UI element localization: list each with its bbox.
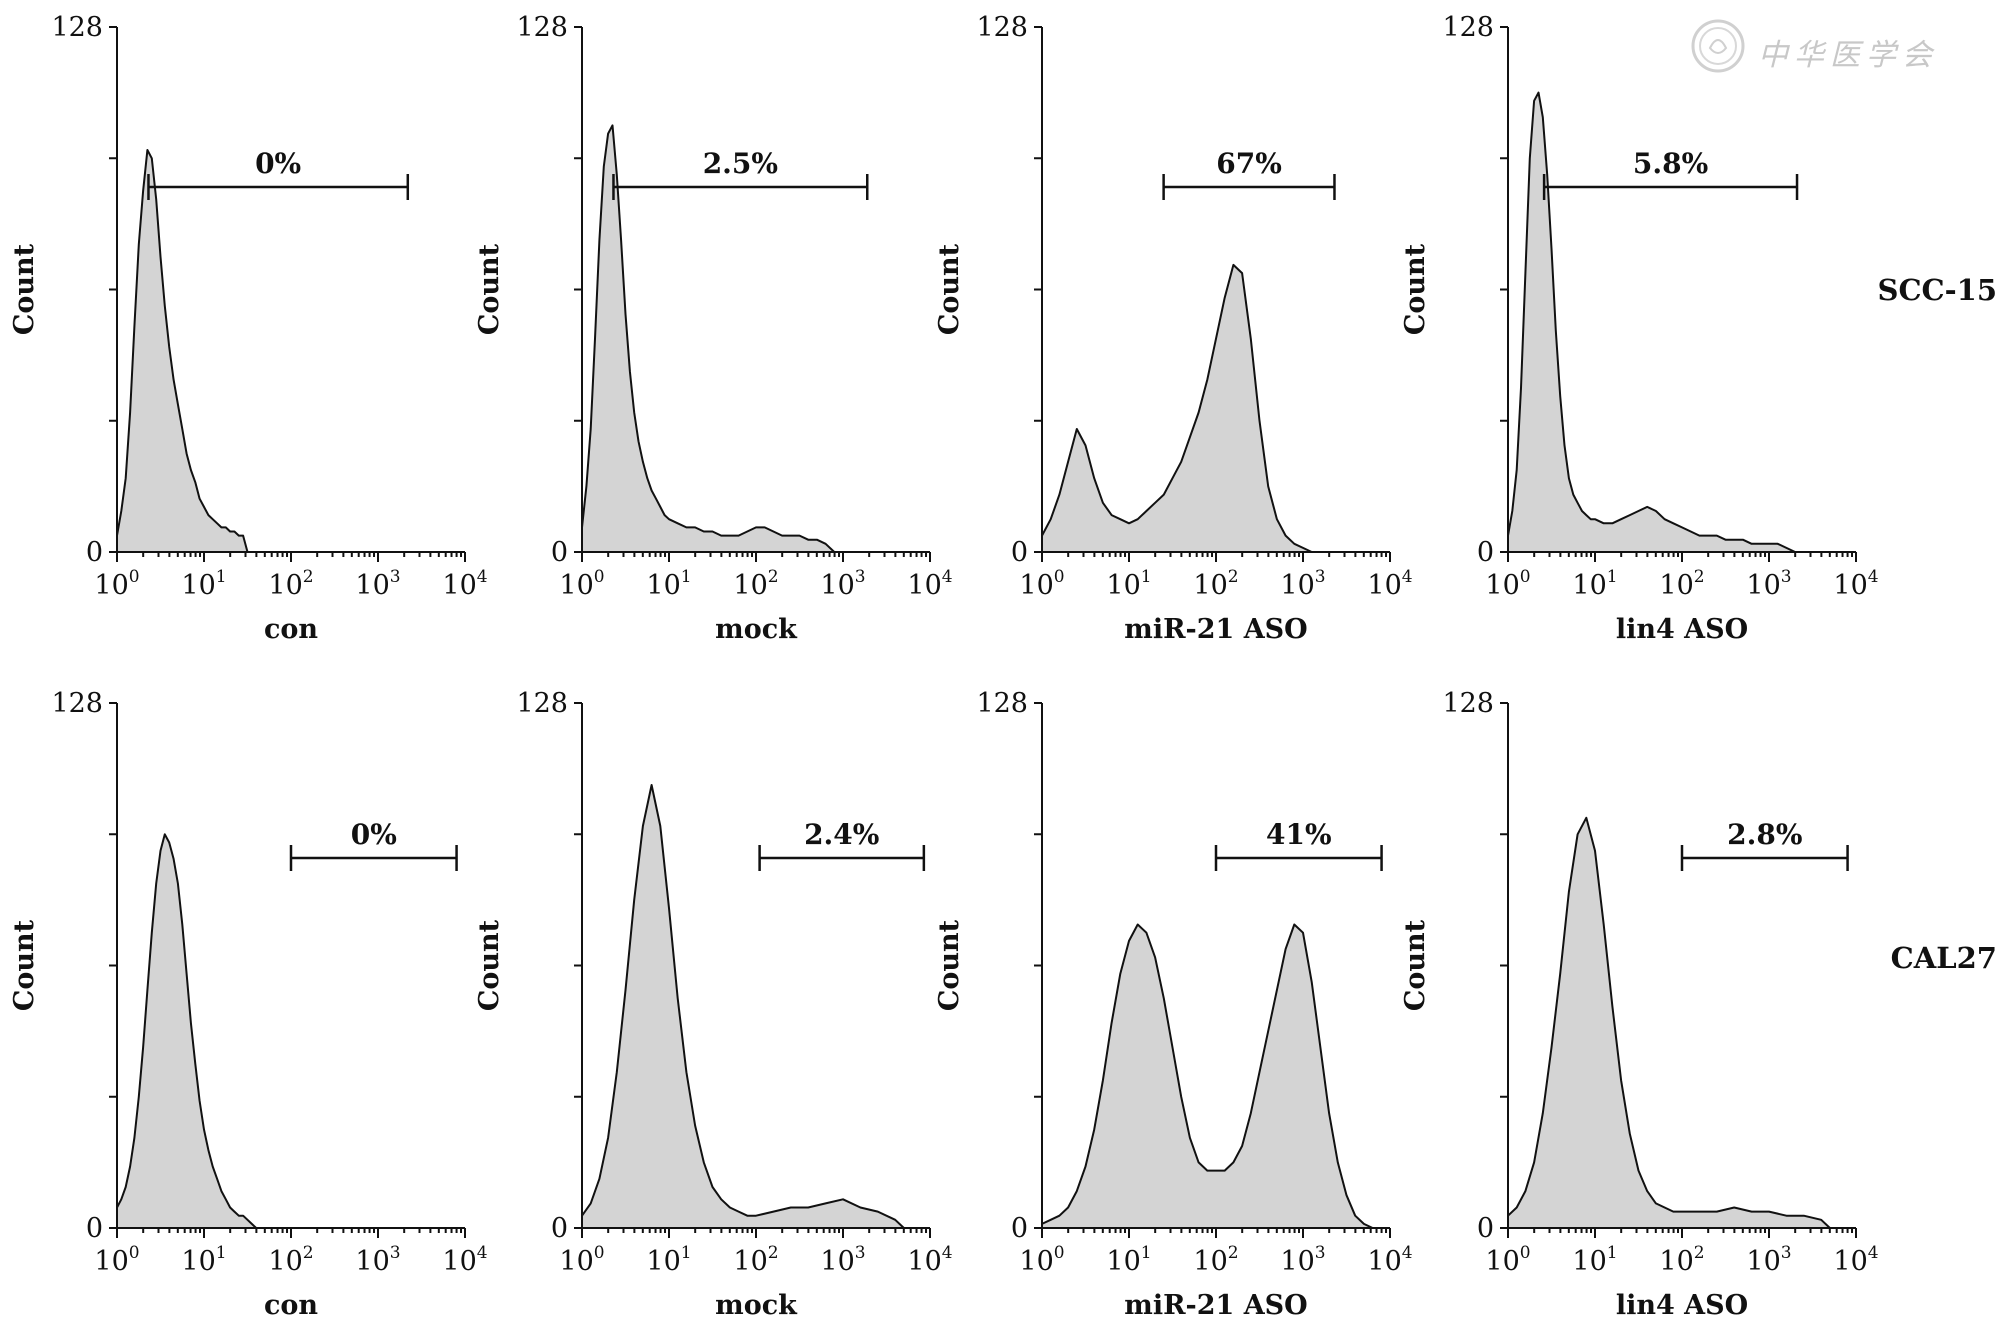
x-axis-title: miR-21 ASO [1124,1290,1307,1321]
histogram-area [1507,91,1797,553]
x-tick-label: 104 [442,1243,487,1277]
y-tick-label: 0 [86,537,103,568]
x-tick-label: 103 [355,1243,400,1277]
x-tick-label: 100 [1485,567,1530,601]
x-tick-label: 102 [268,1243,313,1277]
gate-percent-label: 41% [1266,818,1332,851]
x-tick-label: 101 [1106,567,1151,601]
y-axis-title: Count [1400,243,1431,335]
y-tick-label: 128 [51,12,103,43]
gate-percent-label: 5.8% [1633,147,1708,180]
x-tick-label: 104 [1367,567,1412,601]
y-axis-title: Count [474,243,505,335]
x-tick-label: 102 [268,567,313,601]
gate-percent-label: 67% [1216,147,1282,180]
x-axis-title: mock [715,1290,798,1321]
x-tick-label: 103 [1280,1243,1325,1277]
row-label-cal27: CAL27 [1891,941,1997,975]
x-tick-label: 103 [820,567,865,601]
y-tick-label: 0 [1011,537,1028,568]
x-tick-label: 102 [1659,1243,1704,1277]
x-tick-label: 102 [733,567,778,601]
x-tick-label: 100 [1019,1243,1064,1277]
histogram-panel-scc-15-mock: 0 128 100 101 102 103 104 mock Count 2.5% [474,12,953,645]
histogram-area [581,124,836,553]
x-tick-label: 102 [1193,567,1238,601]
y-tick-label: 0 [1477,537,1494,568]
histogram-panel-scc-15-lin4-aso: 0 128 100 101 102 103 104 lin4 ASO Count 5.8% [1400,12,1879,645]
histogram-area [1041,263,1313,553]
gate-percent-label: 0% [255,147,301,180]
x-tick-label: 101 [181,1243,226,1277]
histogram-area [1041,923,1374,1229]
y-axis-title: Count [474,919,505,1011]
y-axis-title: Count [934,243,965,335]
x-tick-label: 100 [1019,567,1064,601]
histogram-area [1507,816,1831,1229]
x-axis-title: miR-21 ASO [1124,614,1307,645]
x-tick-label: 100 [94,567,139,601]
histogram-area [116,833,258,1229]
y-axis-title: Count [934,919,965,1011]
histogram-panel-scc-15-mir-21-aso: 0 128 100 101 102 103 104 miR-21 ASO Count 67% [934,12,1413,645]
x-tick-label: 104 [1367,1243,1412,1277]
x-tick-label: 102 [1193,1243,1238,1277]
y-tick-label: 128 [516,688,568,719]
x-tick-label: 100 [1485,1243,1530,1277]
gate-percent-label: 2.4% [804,818,879,851]
x-tick-label: 101 [646,1243,691,1277]
x-tick-label: 101 [1572,567,1617,601]
x-axis-title: con [264,614,318,645]
histogram-area [116,149,249,553]
y-axis-title: Count [9,919,40,1011]
y-tick-label: 128 [1442,12,1494,43]
x-axis-title: lin4 ASO [1616,1290,1748,1321]
x-tick-label: 101 [1106,1243,1151,1277]
x-tick-label: 104 [1833,1243,1878,1277]
y-tick-label: 0 [86,1213,103,1244]
y-tick-label: 128 [51,688,103,719]
gate-percent-label: 2.8% [1727,818,1802,851]
x-tick-label: 104 [442,567,487,601]
x-tick-label: 101 [646,567,691,601]
histogram-panel-cal27-mir-21-aso: 0 128 100 101 102 103 104 miR-21 ASO Count 41% [934,688,1413,1321]
x-tick-label: 100 [94,1243,139,1277]
x-tick-label: 101 [1572,1243,1617,1277]
y-tick-label: 128 [516,12,568,43]
y-tick-label: 128 [976,688,1028,719]
x-tick-label: 102 [1659,567,1704,601]
y-axis-title: Count [9,243,40,335]
x-tick-label: 103 [1280,567,1325,601]
y-tick-label: 0 [1011,1213,1028,1244]
gate-percent-label: 2.5% [703,147,778,180]
y-axis-title: Count [1400,919,1431,1011]
x-tick-label: 102 [733,1243,778,1277]
x-axis-title: lin4 ASO [1616,614,1748,645]
gate-percent-label: 0% [351,818,397,851]
histogram-area [581,784,905,1229]
x-axis-title: con [264,1290,318,1321]
histogram-panel-scc-15-con: 0 128 100 101 102 103 104 con Count 0% [9,12,488,645]
y-tick-label: 0 [1477,1213,1494,1244]
row-label-scc-15: SCC-15 [1878,273,1998,307]
x-tick-label: 104 [907,1243,952,1277]
x-tick-label: 100 [559,1243,604,1277]
x-tick-label: 103 [1746,1243,1791,1277]
y-tick-label: 0 [551,537,568,568]
histogram-panel-cal27-con: 0 128 100 101 102 103 104 con Count 0% [9,688,488,1321]
x-tick-label: 101 [181,567,226,601]
histogram-panel-cal27-lin4-aso: 0 128 100 101 102 103 104 lin4 ASO Count 2.8% [1400,688,1879,1321]
x-tick-label: 104 [1833,567,1878,601]
y-tick-label: 128 [976,12,1028,43]
y-tick-label: 0 [551,1213,568,1244]
y-tick-label: 128 [1442,688,1494,719]
x-tick-label: 104 [907,567,952,601]
x-axis-title: mock [715,614,798,645]
x-tick-label: 103 [820,1243,865,1277]
histogram-panel-cal27-mock: 0 128 100 101 102 103 104 mock Count 2.4% [474,688,953,1321]
x-tick-label: 103 [355,567,400,601]
x-tick-label: 103 [1746,567,1791,601]
x-tick-label: 100 [559,567,604,601]
